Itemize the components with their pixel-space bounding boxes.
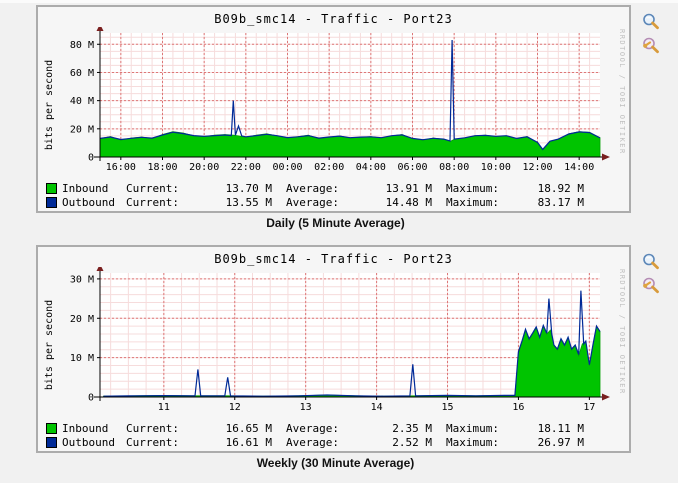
series-name: Outbound: [62, 195, 115, 209]
svg-text:20:00: 20:00: [189, 162, 219, 173]
svg-text:02:00: 02:00: [314, 162, 344, 173]
weekly-caption: Weekly (30 Minute Average): [256, 456, 415, 470]
svg-text:12:00: 12:00: [522, 162, 552, 173]
svg-text:14: 14: [371, 402, 383, 413]
zoom-graph-icon[interactable]: [641, 12, 661, 32]
series-name: Inbound: [62, 421, 109, 435]
average-label: Average:: [286, 195, 339, 209]
current-label: Current:: [126, 181, 179, 195]
rrdtool-watermark: RRDTOOL / TOBI OETIKER: [618, 269, 626, 395]
average-label: Average:: [286, 421, 339, 435]
current-label: Current:: [126, 435, 179, 449]
inbound-swatch: [46, 182, 57, 194]
maximum-value: 83.17 M: [537, 195, 584, 209]
average-value: 14.48 M: [385, 195, 432, 209]
average-value: 13.91 M: [385, 181, 432, 195]
graph-panel-daily: B09b_smc14 - Traffic - Port23 bits per s…: [36, 5, 631, 213]
graph-properties-icon[interactable]: [641, 36, 661, 56]
weekly-legend: Inbound Current: 16.65 M Average: 2.35 M…: [46, 421, 606, 449]
outbound-swatch: [46, 436, 57, 448]
weekly-graph-actions: [641, 252, 665, 300]
graph-title: B09b_smc14 - Traffic - Port23: [214, 12, 453, 26]
svg-text:0: 0: [88, 393, 94, 404]
svg-text:0: 0: [88, 153, 94, 164]
svg-text:16:00: 16:00: [106, 162, 136, 173]
svg-text:10 M: 10 M: [70, 353, 94, 364]
daily-legend: Inbound Current: 13.70 M Average: 13.91 …: [46, 181, 606, 209]
weekly-traffic-chart[interactable]: 11 12 13 14 15 16 17 0 10 M 20 M 30 M: [54, 267, 614, 419]
weekly-graph-row: B09b_smc14 - Traffic - Port23 bits per s…: [0, 245, 678, 483]
maximum-label: Maximum:: [446, 181, 499, 195]
maximum-label: Maximum:: [446, 435, 499, 449]
svg-text:18:00: 18:00: [147, 162, 177, 173]
svg-text:60 M: 60 M: [70, 68, 94, 79]
svg-text:13: 13: [300, 402, 312, 413]
svg-text:11: 11: [158, 402, 170, 413]
maximum-value: 26.97 M: [537, 435, 584, 449]
svg-text:20 M: 20 M: [70, 124, 94, 135]
maximum-label: Maximum:: [446, 421, 499, 435]
svg-text:00:00: 00:00: [272, 162, 302, 173]
inbound-swatch: [46, 422, 57, 434]
current-value: 13.55 M: [225, 195, 272, 209]
current-label: Current:: [126, 195, 179, 209]
daily-graph-actions: [641, 12, 665, 60]
svg-text:17: 17: [583, 402, 595, 413]
average-label: Average:: [286, 435, 339, 449]
average-value: 2.52 M: [392, 435, 432, 449]
legend-row-outbound: Outbound Current: 16.61 M Average: 2.52 …: [46, 435, 606, 449]
maximum-value: 18.92 M: [537, 181, 584, 195]
svg-text:14:00: 14:00: [564, 162, 594, 173]
legend-row-outbound: Outbound Current: 13.55 M Average: 14.48…: [46, 195, 606, 209]
series-name: Outbound: [62, 435, 115, 449]
svg-text:80 M: 80 M: [70, 40, 94, 51]
svg-text:22:00: 22:00: [231, 162, 261, 173]
svg-text:04:00: 04:00: [356, 162, 386, 173]
svg-text:15: 15: [441, 402, 453, 413]
svg-text:30 M: 30 M: [70, 274, 94, 285]
svg-text:10:00: 10:00: [481, 162, 511, 173]
outbound-swatch: [46, 196, 57, 208]
current-label: Current:: [126, 421, 179, 435]
graph-properties-icon[interactable]: [641, 276, 661, 296]
zoom-graph-icon[interactable]: [641, 252, 661, 272]
daily-caption: Daily (5 Minute Average): [266, 216, 405, 230]
maximum-label: Maximum:: [446, 195, 499, 209]
legend-row-inbound: Inbound Current: 16.65 M Average: 2.35 M…: [46, 421, 606, 435]
series-name: Inbound: [62, 181, 109, 195]
average-label: Average:: [286, 181, 339, 195]
rrdtool-watermark: RRDTOOL / TOBI OETIKER: [618, 29, 626, 155]
average-value: 2.35 M: [392, 421, 432, 435]
current-value: 13.70 M: [225, 181, 272, 195]
svg-text:12: 12: [229, 402, 241, 413]
daily-traffic-chart[interactable]: 16:00 18:00 20:00 22:00 00:00 02:00 04:00 06:00…: [54, 27, 614, 179]
svg-text:06:00: 06:00: [397, 162, 427, 173]
svg-text:20 M: 20 M: [70, 314, 94, 325]
svg-text:16: 16: [512, 402, 524, 413]
current-value: 16.61 M: [225, 435, 272, 449]
svg-text:40 M: 40 M: [70, 96, 94, 107]
legend-row-inbound: Inbound Current: 13.70 M Average: 13.91 …: [46, 181, 606, 195]
graph-panel-weekly: B09b_smc14 - Traffic - Port23 bits per s…: [36, 245, 631, 453]
daily-graph-row: B09b_smc14 - Traffic - Port23 bits per s…: [0, 5, 678, 245]
maximum-value: 18.11 M: [537, 421, 584, 435]
current-value: 16.65 M: [225, 421, 272, 435]
svg-text:08:00: 08:00: [439, 162, 469, 173]
graph-title: B09b_smc14 - Traffic - Port23: [214, 252, 453, 266]
